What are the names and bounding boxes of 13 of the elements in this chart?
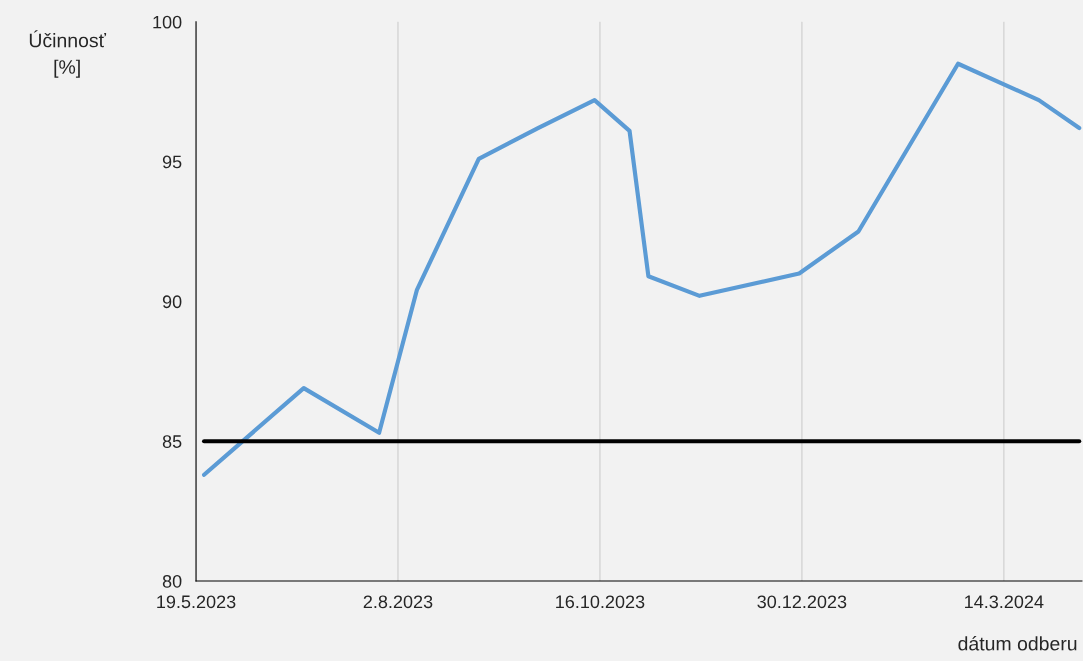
y-tick-label: 80: [162, 574, 182, 588]
y-tick-label: 90: [162, 295, 182, 309]
x-tick-label: 19.5.2023: [157, 595, 236, 609]
line-series: [202, 61, 1082, 477]
y-tick-label: 85: [162, 435, 182, 448]
x-tick-label: 14.3.2024: [965, 595, 1044, 609]
y-tick-label: 100: [153, 15, 182, 29]
x-tick-label: 16.10.2023: [556, 595, 645, 609]
y-tick-label: 95: [162, 155, 182, 169]
x-tick-label: 30.12.2023: [757, 595, 847, 609]
x-axis-title: dátum odberu: [958, 636, 1077, 651]
y-axis-title: Účinnosť [%]: [29, 30, 107, 78]
x-tick-label: 2.8.2023: [363, 595, 433, 609]
